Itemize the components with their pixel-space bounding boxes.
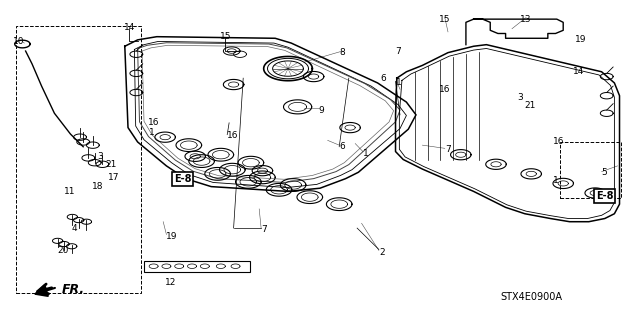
Text: 15: 15	[220, 32, 231, 41]
Text: 16: 16	[439, 85, 451, 94]
Text: 14: 14	[573, 67, 585, 76]
Text: 15: 15	[439, 15, 451, 24]
Text: 1: 1	[396, 78, 401, 87]
Text: FR.: FR.	[61, 283, 84, 296]
Text: 19: 19	[575, 35, 586, 44]
Text: 3: 3	[517, 93, 523, 102]
Text: 10: 10	[13, 37, 24, 46]
Text: 9: 9	[319, 106, 324, 115]
Text: 8: 8	[339, 48, 345, 57]
Bar	[560, 142, 621, 198]
Text: 12: 12	[164, 278, 176, 287]
Text: 11: 11	[64, 187, 76, 196]
Text: 21: 21	[106, 160, 117, 169]
Text: 1: 1	[363, 149, 369, 158]
Text: 7: 7	[445, 145, 451, 154]
Text: 14: 14	[124, 23, 135, 32]
Text: 16: 16	[553, 137, 564, 146]
Text: E-8: E-8	[173, 174, 191, 184]
Text: 1: 1	[553, 176, 559, 185]
Text: 19: 19	[166, 232, 178, 241]
Text: 7: 7	[261, 225, 267, 234]
Bar	[16, 26, 141, 293]
Text: 6: 6	[381, 74, 387, 83]
Text: E-8: E-8	[596, 191, 614, 201]
Text: 7: 7	[395, 47, 401, 56]
Text: STX4E0900A: STX4E0900A	[500, 292, 562, 302]
Text: 16: 16	[227, 131, 239, 140]
Text: 13: 13	[520, 15, 532, 24]
Bar	[144, 261, 250, 272]
Text: 1: 1	[148, 128, 154, 137]
Text: 4: 4	[72, 224, 77, 233]
Text: 3: 3	[97, 152, 103, 161]
Text: 5: 5	[602, 168, 607, 177]
Text: 17: 17	[108, 173, 119, 182]
Text: 20: 20	[57, 246, 68, 255]
Text: 6: 6	[339, 142, 345, 151]
Text: 21: 21	[525, 101, 536, 110]
Text: 2: 2	[379, 248, 385, 256]
Text: 18: 18	[92, 182, 103, 191]
Text: 16: 16	[148, 118, 159, 127]
